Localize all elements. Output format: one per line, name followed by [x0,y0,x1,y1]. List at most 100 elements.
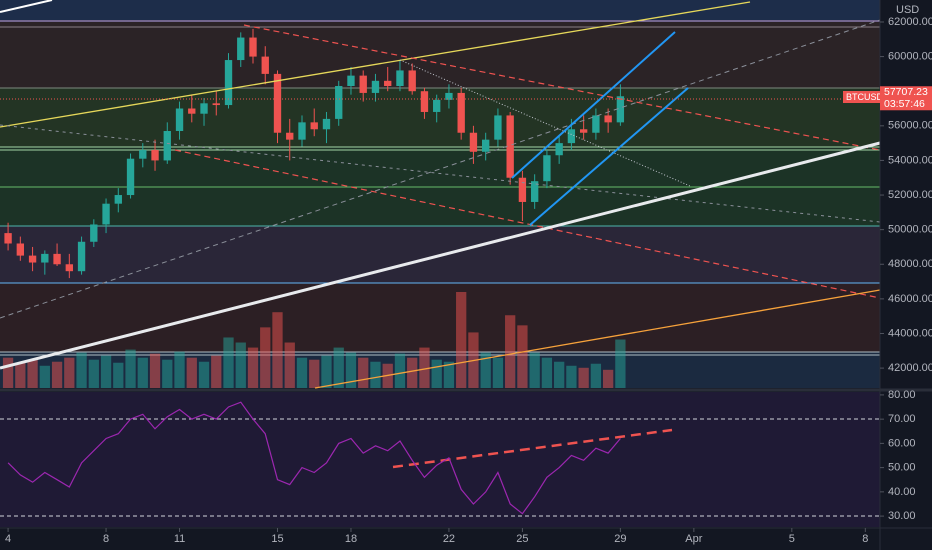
zone [0,283,880,352]
rsi-tick-label: 60.00 [888,437,916,449]
volume-bar [174,351,185,388]
symbol-tag [843,91,880,103]
candle-body [249,37,257,57]
y-tick-label: 48000.00 [888,258,932,270]
candle-body [65,264,73,272]
trend-line [0,0,53,13]
rsi-zone [0,392,880,527]
volume-bar [76,352,87,388]
x-tick-label: 25 [516,533,528,545]
y-tick-label: 44000.00 [888,327,932,339]
volume-bar [162,359,173,388]
y-tick-label: 42000.00 [888,362,932,374]
x-tick-label: 29 [614,533,626,545]
rsi-tick-label: 30.00 [888,510,916,522]
channel-line [529,87,689,226]
x-tick-label: 8 [862,533,868,545]
y-tick-label: 60000.00 [888,50,932,62]
volume-bar [39,365,50,388]
volume-bar [223,337,234,388]
volume-bar [198,361,210,388]
volume-bar [358,357,369,388]
candle-body [530,181,539,202]
y-tick-label: 50000.00 [888,224,932,236]
candle-body [151,150,159,161]
candle-body [616,96,625,123]
volume-bar [345,352,357,388]
volume-bar [443,361,455,388]
candle-body [469,132,478,152]
x-tick-label: 22 [443,533,455,545]
x-tick-label: 4 [5,533,11,545]
rsi-layer [7,401,621,515]
candle-body [322,118,331,130]
x-tick-label: 15 [271,533,283,545]
candle-body [224,60,233,106]
candle-body [445,92,453,100]
candle-body [420,91,429,112]
candle-body [188,108,196,114]
volume-bar [64,357,75,388]
candle-body [16,243,25,256]
candle-body [102,203,110,225]
volume-bar [149,353,161,388]
candle-body [310,122,318,130]
volume-bar [113,362,124,388]
y-tick-label: 62000.00 [888,16,932,28]
volume-bar [27,359,38,388]
rsi-tick-label: 40.00 [888,486,916,498]
rsi-tick-label: 80.00 [888,389,916,401]
currency-label: USD [896,4,919,16]
candle-body [261,56,269,74]
volume-bar [566,365,577,388]
candle-body [41,253,49,263]
volume-bar [15,362,26,388]
candle-body [28,255,37,263]
candle-body [175,108,184,132]
candle-body [396,70,404,87]
x-tick-label: Apr [685,533,702,545]
volume-bar [333,347,344,388]
zone [0,22,880,88]
candle-body [433,99,441,112]
candle-body [604,115,612,123]
candle-body [163,131,171,161]
trend-line [0,19,881,319]
candle-body [335,86,343,119]
x-tick-label: 18 [345,533,357,545]
price-tag: BTCUSD 57707.23 03:57:46 [843,86,932,111]
volume-bar [296,357,308,388]
candle-body [579,129,588,133]
candle-layer [4,28,625,279]
zone [0,0,880,22]
x-tick-label: 5 [789,533,795,545]
axis-layer: 62000.0060000.0058000.0056000.0054000.00… [5,16,932,545]
candle-body [237,37,245,61]
last-price-box [880,86,932,111]
volume-bar [51,361,63,388]
x-tick-label: 11 [174,533,185,545]
volume-bar [125,349,136,388]
candle-body [371,80,380,93]
volume-bar [517,325,528,388]
volume-bar [456,292,467,388]
volume-bar [321,355,332,388]
volume-bar [541,357,553,388]
y-tick-label: 52000.00 [888,189,932,201]
trend-line [174,149,881,299]
candle-body [273,73,282,133]
volume-bar [137,357,148,388]
volume-bar [394,353,406,388]
volume-bar [284,342,295,388]
candle-body [543,155,551,182]
zone [0,88,880,147]
candle-body [77,241,86,272]
trend-line [0,141,881,370]
last-price: 57707.23 [884,86,928,98]
y-tick-label: 46000.00 [888,293,932,305]
candle-body [4,233,12,244]
volume-bar [309,359,320,388]
countdown: 03:57:46 [884,98,925,110]
rsi-tick-label: 70.00 [888,413,916,425]
